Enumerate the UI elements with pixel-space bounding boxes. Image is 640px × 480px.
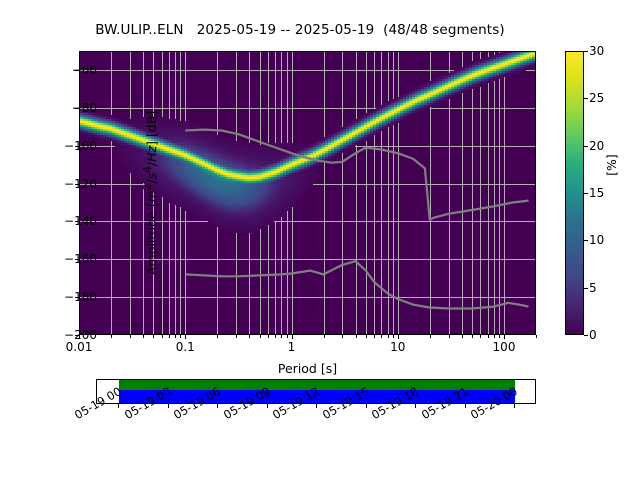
ppsd-density-canvas (79, 51, 536, 335)
y-tick-label: −160 (64, 252, 97, 267)
y-tick-label: −140 (64, 214, 97, 229)
coverage-tick-mark (167, 404, 169, 408)
x-tick-mark (153, 335, 155, 338)
noise-model-svg (185, 128, 529, 310)
x-tick-mark (161, 335, 163, 338)
y-tick-label: −200 (64, 328, 97, 342)
coverage-tick-mark (217, 404, 218, 408)
x-tick-mark (79, 335, 80, 339)
x-tick-mark (249, 335, 251, 338)
colorbar-tick-mark (584, 240, 588, 242)
x-tick-label: 0.01 (65, 340, 93, 354)
x-tick-mark (342, 335, 344, 338)
x-tick-mark (480, 335, 482, 338)
x-tick-mark (365, 335, 367, 338)
y-tick-label: −120 (64, 176, 97, 191)
x-tick-mark (392, 335, 394, 338)
colorbar-label: [%] (604, 154, 619, 176)
noise-model-nhnm (185, 128, 529, 221)
coverage-tick-mark (316, 404, 317, 408)
y-tick-mark (75, 297, 79, 299)
coverage-tick-mark (514, 404, 515, 408)
x-tick-mark (281, 335, 283, 338)
y-tick-mark (75, 107, 79, 109)
colorbar-tick-mark (584, 51, 588, 52)
colorbar (565, 51, 584, 335)
colorbar-tick-label: 25 (589, 91, 605, 106)
colorbar-tick-mark (584, 98, 588, 100)
x-tick-mark (381, 335, 383, 338)
x-tick-label: 1 (287, 340, 296, 354)
colorbar-tick-label: 5 (589, 280, 597, 295)
x-tick-mark (111, 335, 112, 338)
colorbar-tick-mark (584, 193, 588, 194)
x-tick-mark (259, 335, 261, 338)
y-tick-mark (75, 183, 79, 185)
x-tick-mark (175, 335, 176, 338)
coverage-tick-mark (464, 404, 466, 408)
coverage-bar (96, 379, 536, 404)
x-tick-mark (487, 335, 489, 338)
colorbar-tick-label: 30 (589, 44, 605, 58)
x-tick-mark (536, 335, 537, 338)
coverage-blue-band (119, 390, 515, 403)
x-tick-mark (143, 335, 144, 338)
x-axis-label: Period [s] (277, 361, 338, 376)
y-tick-mark (75, 145, 79, 147)
x-tick-label: 100 (492, 340, 516, 354)
x-tick-mark (493, 335, 495, 338)
coverage-tick-mark (365, 404, 367, 408)
colorbar-tick-mark (584, 335, 588, 336)
colorbar-tick-mark (584, 145, 588, 147)
y-axis-label: Amplitude [m2/s4/Hz] [dB] (142, 110, 160, 276)
coverage-tick-mark (118, 404, 119, 408)
y-tick-label: −80 (71, 100, 97, 115)
x-tick-mark (180, 335, 182, 338)
colorbar-tick-label: 15 (589, 186, 605, 200)
x-tick-mark (355, 335, 357, 338)
x-tick-mark (504, 335, 505, 339)
noise-model-nlnm (185, 260, 529, 310)
x-tick-mark (235, 335, 237, 338)
x-tick-mark (267, 335, 269, 338)
x-tick-mark (291, 335, 293, 339)
x-tick-mark (472, 335, 473, 338)
x-tick-label: 0.1 (175, 340, 195, 354)
y-tick-label: −60 (71, 62, 97, 77)
y-tick-mark (75, 259, 79, 261)
y-tick-label: −100 (64, 138, 97, 153)
x-tick-mark (168, 335, 170, 338)
coverage-tick-mark (415, 404, 416, 408)
x-tick-mark (499, 335, 501, 338)
colorbar-tick-label: 10 (589, 233, 605, 248)
colorbar-tick-label: 0 (589, 328, 597, 342)
coverage-tick-mark (266, 404, 268, 408)
x-tick-mark (461, 335, 463, 338)
x-tick-label: 10 (390, 340, 406, 354)
y-tick-mark (75, 221, 79, 223)
x-tick-mark (217, 335, 219, 338)
x-tick-mark (374, 335, 376, 338)
y-tick-label: −180 (64, 290, 97, 305)
x-tick-mark (448, 335, 450, 338)
colorbar-tick-mark (584, 287, 588, 289)
page-title: BW.ULIP..ELN 2025-05-19 -- 2025-05-19 (4… (95, 22, 505, 38)
noise-model-curves (79, 51, 536, 335)
x-tick-mark (323, 335, 325, 338)
y-tick-mark (75, 69, 79, 71)
y-tick-mark (75, 335, 79, 336)
x-tick-mark (387, 335, 389, 338)
x-tick-mark (429, 335, 431, 338)
ppsd-density-layer (79, 51, 536, 335)
x-tick-mark (129, 335, 131, 338)
colorbar-tick-label: 20 (589, 138, 605, 153)
x-tick-mark (275, 335, 276, 338)
coverage-green-band (119, 380, 515, 390)
x-tick-mark (397, 335, 399, 339)
x-tick-mark (185, 335, 187, 339)
x-tick-mark (286, 335, 288, 338)
